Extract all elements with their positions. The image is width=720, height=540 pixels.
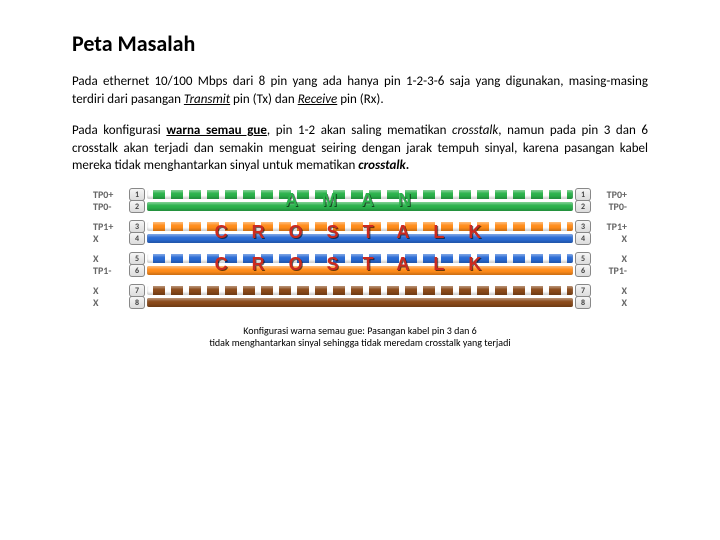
- p1-b: pin (Tx) dan: [230, 92, 298, 107]
- page-title: Peta Masalah: [72, 30, 648, 57]
- pin-number: 2: [129, 200, 145, 213]
- paragraph-2: Pada konfigurasi warna semau gue, pin 1-…: [72, 122, 648, 175]
- caption-line1: Konfigurasi warna semau gue: Pasangan ka…: [243, 324, 476, 337]
- row-label-left: TP1-: [93, 264, 129, 277]
- p1-c: pin (Rx).: [337, 92, 383, 107]
- pin-left: 7: [129, 285, 145, 297]
- wire: [147, 190, 573, 199]
- wire-diagram: TP0+11TP0+TP0-22TP0-AMANTP1+33TP1+X44XCR…: [72, 189, 648, 309]
- row-label-left: X: [93, 296, 129, 309]
- pin-right: 8: [575, 297, 591, 309]
- pin-number: 4: [129, 232, 145, 245]
- pin-right: 6: [575, 265, 591, 277]
- wire: [147, 266, 573, 275]
- wire-row: X44X: [93, 233, 627, 245]
- wire-row: TP0+11TP0+: [93, 189, 627, 201]
- row-label-right: X: [591, 232, 627, 245]
- wire-row: TP1+33TP1+: [93, 221, 627, 233]
- caption-line2: tidak menghantarkan sinyal sehingga tida…: [209, 336, 510, 349]
- wire-row: X55X: [93, 253, 627, 265]
- p1-rx: Receive: [298, 92, 338, 107]
- p2-a: Pada konfigurasi: [72, 123, 166, 138]
- p2-d: crosstalk: [452, 123, 498, 138]
- wire-row: TP1-66TP1-: [93, 265, 627, 277]
- row-label-right: TP1-: [591, 264, 627, 277]
- row-label-right: X: [591, 296, 627, 309]
- pin-number: 4: [575, 232, 591, 245]
- wire-group: TP1+33TP1+X44XCROSTALK: [93, 221, 627, 245]
- pin-left: 4: [129, 233, 145, 245]
- wire: [147, 222, 573, 231]
- pin-left: 8: [129, 297, 145, 309]
- wire-group: TP0+11TP0+TP0-22TP0-AMAN: [93, 189, 627, 213]
- p2-c: , pin 1-2 akan saling mematikan: [267, 123, 452, 138]
- wire: [147, 298, 573, 307]
- pin-right: 7: [575, 285, 591, 297]
- pin-right: 2: [575, 201, 591, 213]
- paragraph-1: Pada ethernet 10/100 Mbps dari 8 pin yan…: [72, 73, 648, 108]
- pin-left: 2: [129, 201, 145, 213]
- pin-right: 3: [575, 221, 591, 233]
- wire-group: X55XTP1-66TP1-CROSTALK: [93, 253, 627, 277]
- pin-left: 5: [129, 253, 145, 265]
- pin-number: 8: [129, 296, 145, 309]
- row-label-right: TP0-: [591, 200, 627, 213]
- wire: [147, 234, 573, 243]
- wire: [147, 202, 573, 211]
- pin-number: 8: [575, 296, 591, 309]
- pin-right: 1: [575, 189, 591, 201]
- pin-number: 2: [575, 200, 591, 213]
- p1-tx: Transmit: [184, 92, 230, 107]
- wire: [147, 286, 573, 295]
- row-label-left: TP0-: [93, 200, 129, 213]
- pin-right: 5: [575, 253, 591, 265]
- wire-row: X77X: [93, 285, 627, 297]
- pin-left: 1: [129, 189, 145, 201]
- wire-group: X77XX88X: [93, 285, 627, 309]
- p2-f: crosstalk: [358, 158, 406, 173]
- pin-left: 3: [129, 221, 145, 233]
- row-label-left: X: [93, 232, 129, 245]
- p2-b: warna semau gue: [166, 123, 267, 138]
- pin-right: 4: [575, 233, 591, 245]
- pin-left: 6: [129, 265, 145, 277]
- wire-row: X88X: [93, 297, 627, 309]
- wire: [147, 254, 573, 263]
- diagram-caption: Konfigurasi warna semau gue: Pasangan ka…: [72, 325, 648, 350]
- pin-number: 6: [129, 264, 145, 277]
- wire-row: TP0-22TP0-: [93, 201, 627, 213]
- pin-number: 6: [575, 264, 591, 277]
- p2-g: .: [406, 158, 409, 173]
